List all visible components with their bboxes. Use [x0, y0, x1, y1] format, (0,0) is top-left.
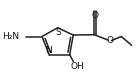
Text: S: S: [55, 28, 61, 37]
Text: O: O: [92, 11, 99, 20]
Text: N: N: [45, 46, 52, 55]
Text: H₂N: H₂N: [2, 32, 19, 41]
Text: O: O: [107, 36, 114, 45]
Text: OH: OH: [70, 62, 84, 71]
